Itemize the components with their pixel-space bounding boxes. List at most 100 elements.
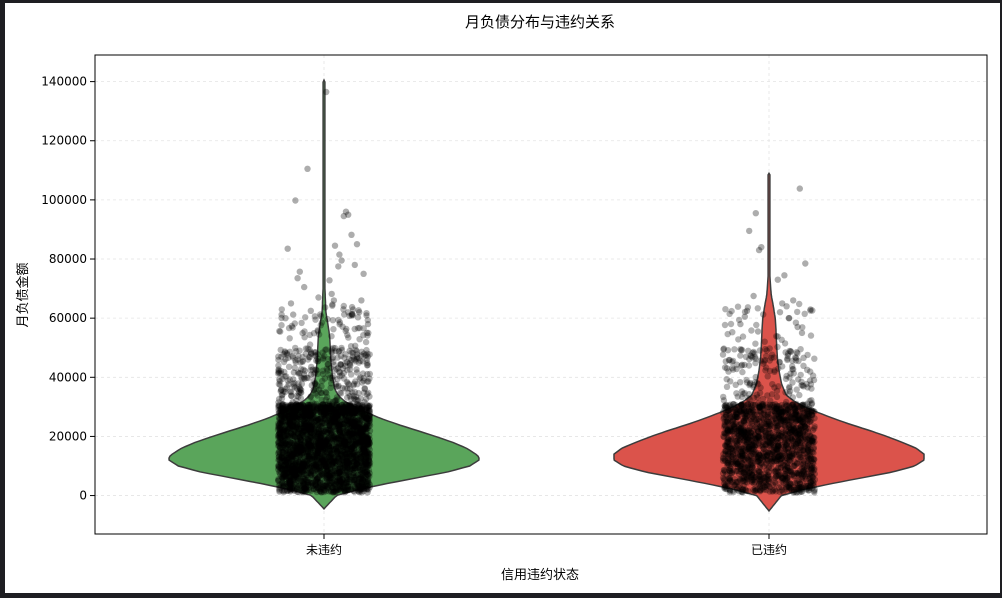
strip-point bbox=[314, 382, 321, 389]
strip-point bbox=[346, 412, 353, 419]
strip-point bbox=[801, 401, 809, 409]
strip-point bbox=[337, 427, 345, 434]
strip-point bbox=[323, 460, 330, 467]
outlier-point bbox=[746, 227, 753, 235]
strip-point bbox=[731, 432, 738, 440]
outlier-point bbox=[743, 307, 751, 314]
strip-point bbox=[278, 386, 285, 394]
strip-point bbox=[304, 480, 311, 487]
strip-point bbox=[321, 352, 328, 359]
strip-point bbox=[274, 426, 282, 433]
strip-point bbox=[360, 448, 367, 455]
strip-point bbox=[357, 414, 364, 421]
strip-point bbox=[366, 462, 373, 469]
strip-point bbox=[300, 477, 308, 485]
strip-point bbox=[324, 468, 331, 475]
strip-point bbox=[315, 470, 322, 477]
strip-point bbox=[350, 429, 357, 436]
strip-point bbox=[276, 484, 284, 491]
strip-point bbox=[360, 350, 368, 357]
strip-point bbox=[289, 446, 297, 453]
strip-point bbox=[733, 409, 740, 417]
strip-point bbox=[279, 407, 287, 414]
strip-point bbox=[353, 421, 360, 428]
strip-point bbox=[295, 475, 302, 483]
strip-point bbox=[327, 412, 334, 420]
strip-point bbox=[291, 414, 299, 421]
strip-point bbox=[365, 412, 373, 419]
strip-point bbox=[289, 413, 296, 420]
strip-point bbox=[349, 306, 357, 313]
strip-point bbox=[341, 487, 348, 494]
strip-point bbox=[298, 409, 306, 417]
strip-point bbox=[750, 480, 758, 487]
strip-point bbox=[278, 448, 286, 455]
strip-point bbox=[286, 485, 294, 492]
strip-point bbox=[332, 443, 340, 450]
strip-point bbox=[332, 459, 339, 467]
strip-point bbox=[321, 447, 328, 454]
strip-point bbox=[315, 421, 322, 428]
strip-point bbox=[350, 392, 357, 400]
strip-point bbox=[364, 438, 371, 445]
strip-point bbox=[282, 457, 290, 464]
strip-point bbox=[295, 472, 303, 479]
strip-point bbox=[302, 431, 310, 438]
outlier-point bbox=[326, 277, 333, 284]
strip-point bbox=[327, 475, 334, 482]
strip-point bbox=[361, 433, 368, 440]
strip-point bbox=[278, 392, 286, 399]
strip-point bbox=[318, 409, 325, 416]
y-tick-label: 0 bbox=[79, 489, 87, 503]
strip-point bbox=[324, 406, 331, 413]
strip-point bbox=[288, 452, 295, 460]
strip-point bbox=[301, 457, 309, 464]
strip-point bbox=[363, 481, 370, 488]
strip-point bbox=[320, 407, 328, 414]
strip-point bbox=[282, 473, 289, 480]
strip-point bbox=[303, 487, 310, 494]
strip-point bbox=[280, 351, 287, 358]
strip-point bbox=[344, 331, 351, 339]
strip-point bbox=[330, 471, 337, 478]
strip-point bbox=[783, 372, 790, 380]
strip-point bbox=[329, 459, 336, 467]
strip-point bbox=[319, 354, 327, 361]
strip-point bbox=[328, 469, 335, 476]
strip-point bbox=[783, 439, 790, 447]
strip-point bbox=[364, 440, 372, 448]
strip-point bbox=[773, 422, 780, 429]
strip-point bbox=[743, 438, 750, 446]
strip-point bbox=[299, 463, 307, 470]
strip-point bbox=[280, 408, 287, 415]
strip-point bbox=[357, 458, 364, 465]
strip-point bbox=[326, 374, 334, 382]
strip-point bbox=[364, 353, 371, 360]
strip-point bbox=[303, 374, 310, 381]
strip-point bbox=[358, 405, 366, 412]
strip-point bbox=[285, 419, 292, 427]
strip-point bbox=[773, 393, 781, 401]
strip-point bbox=[318, 457, 326, 464]
strip-point bbox=[305, 425, 312, 433]
strip-point bbox=[287, 480, 294, 487]
strip-point bbox=[320, 415, 328, 423]
strip-point bbox=[287, 481, 295, 488]
strip-point bbox=[319, 418, 326, 425]
strip-point bbox=[283, 456, 291, 464]
outlier-point bbox=[781, 272, 788, 279]
strip-point bbox=[306, 346, 313, 353]
strip-point bbox=[344, 417, 351, 424]
x-tick-label: 已违约 bbox=[751, 542, 787, 557]
strip-point bbox=[331, 481, 338, 489]
strip-point bbox=[303, 443, 311, 450]
strip-point bbox=[291, 443, 299, 450]
strip-point bbox=[312, 461, 319, 468]
strip-point bbox=[347, 419, 354, 426]
strip-point bbox=[287, 438, 294, 446]
strip-point bbox=[293, 392, 300, 399]
strip-point bbox=[353, 400, 361, 408]
strip-point bbox=[338, 406, 345, 413]
strip-point bbox=[754, 486, 761, 493]
